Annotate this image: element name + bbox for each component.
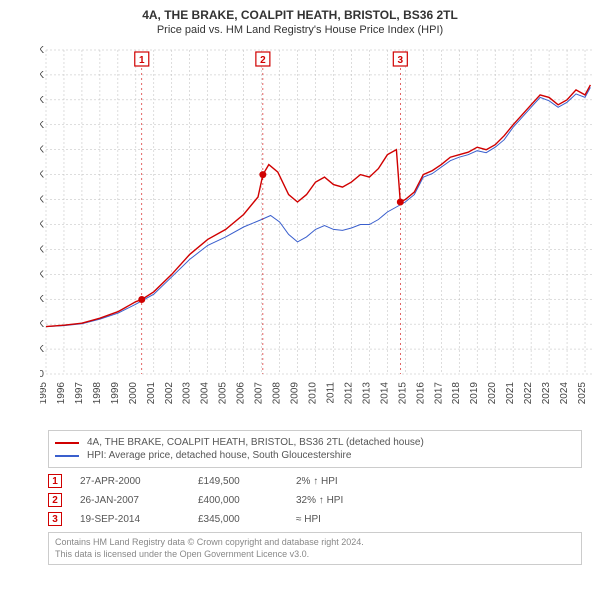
transaction-hpi: ≈ HPI <box>296 514 396 525</box>
svg-text:1997: 1997 <box>74 382 85 405</box>
transaction-row: 2 26-JAN-2007 £400,000 32% ↑ HPI <box>48 493 582 507</box>
svg-text:£400K: £400K <box>40 170 44 181</box>
svg-text:£250K: £250K <box>40 244 44 255</box>
svg-text:2006: 2006 <box>236 382 247 405</box>
transaction-date: 27-APR-2000 <box>80 476 180 487</box>
svg-text:£450K: £450K <box>40 145 44 156</box>
transactions-list: 1 27-APR-2000 £149,500 2% ↑ HPI 2 26-JAN… <box>48 474 582 526</box>
chart-subtitle: Price paid vs. HM Land Registry's House … <box>8 24 592 36</box>
chart-container: 4A, THE BRAKE, COALPIT HEATH, BRISTOL, B… <box>0 0 600 590</box>
transaction-marker-icon: 2 <box>48 493 62 507</box>
svg-text:£650K: £650K <box>40 45 44 56</box>
svg-text:2010: 2010 <box>308 382 319 405</box>
svg-text:2019: 2019 <box>469 382 480 405</box>
transaction-marker-icon: 1 <box>48 474 62 488</box>
transaction-price: £400,000 <box>198 495 278 506</box>
svg-text:2011: 2011 <box>325 382 336 404</box>
svg-text:2009: 2009 <box>290 382 301 405</box>
transaction-price: £345,000 <box>198 514 278 525</box>
svg-text:2025: 2025 <box>577 382 588 405</box>
svg-text:1998: 1998 <box>92 382 103 405</box>
svg-text:2007: 2007 <box>254 382 265 405</box>
legend-swatch-red <box>55 442 79 444</box>
svg-text:2013: 2013 <box>361 382 372 405</box>
svg-text:2016: 2016 <box>415 382 426 405</box>
svg-text:2022: 2022 <box>523 382 534 405</box>
svg-text:2003: 2003 <box>182 382 193 405</box>
transaction-date: 26-JAN-2007 <box>80 495 180 506</box>
svg-text:2023: 2023 <box>541 382 552 405</box>
transaction-hpi: 2% ↑ HPI <box>296 476 396 487</box>
transaction-date: 19-SEP-2014 <box>80 514 180 525</box>
legend-box: 4A, THE BRAKE, COALPIT HEATH, BRISTOL, B… <box>48 430 582 468</box>
legend-label-red: 4A, THE BRAKE, COALPIT HEATH, BRISTOL, B… <box>87 437 424 448</box>
attribution-box: Contains HM Land Registry data © Crown c… <box>48 532 582 565</box>
svg-text:2004: 2004 <box>200 382 211 405</box>
svg-text:£300K: £300K <box>40 219 44 230</box>
transaction-marker-icon: 3 <box>48 512 62 526</box>
legend-row-blue: HPI: Average price, detached house, Sout… <box>55 450 575 461</box>
svg-text:2: 2 <box>260 55 266 66</box>
svg-text:1999: 1999 <box>110 382 121 405</box>
svg-text:£50K: £50K <box>40 344 44 355</box>
svg-text:£100K: £100K <box>40 319 44 330</box>
svg-text:£350K: £350K <box>40 195 44 206</box>
svg-text:2021: 2021 <box>505 382 516 405</box>
svg-text:2001: 2001 <box>146 382 157 405</box>
svg-text:1995: 1995 <box>40 382 49 405</box>
svg-text:2012: 2012 <box>343 382 354 405</box>
attribution-line: This data is licensed under the Open Gov… <box>55 549 575 561</box>
svg-text:2015: 2015 <box>397 382 408 405</box>
transaction-hpi: 32% ↑ HPI <box>296 495 396 506</box>
svg-text:2024: 2024 <box>559 382 570 405</box>
svg-text:£550K: £550K <box>40 95 44 106</box>
chart-plot-area: £0 £50K £100K £150K £200K £250K £300K £350K £400… <box>40 44 600 424</box>
legend-row-red: 4A, THE BRAKE, COALPIT HEATH, BRISTOL, B… <box>55 437 575 448</box>
svg-text:2008: 2008 <box>272 382 283 405</box>
attribution-line: Contains HM Land Registry data © Crown c… <box>55 537 575 549</box>
chart-svg: £0 £50K £100K £150K £200K £250K £300K £350K £400… <box>40 44 600 424</box>
chart-title: 4A, THE BRAKE, COALPIT HEATH, BRISTOL, B… <box>8 8 592 22</box>
svg-text:£150K: £150K <box>40 294 44 305</box>
svg-text:2018: 2018 <box>451 382 462 405</box>
svg-text:1996: 1996 <box>56 382 67 405</box>
svg-text:2000: 2000 <box>128 382 139 405</box>
svg-text:£0: £0 <box>40 369 44 380</box>
transaction-price: £149,500 <box>198 476 278 487</box>
transaction-row: 3 19-SEP-2014 £345,000 ≈ HPI <box>48 512 582 526</box>
svg-text:2020: 2020 <box>487 382 498 405</box>
svg-text:1: 1 <box>139 55 145 66</box>
transaction-row: 1 27-APR-2000 £149,500 2% ↑ HPI <box>48 474 582 488</box>
svg-text:3: 3 <box>398 55 404 66</box>
svg-text:2014: 2014 <box>379 382 390 405</box>
svg-text:£200K: £200K <box>40 269 44 280</box>
legend-swatch-blue <box>55 455 79 457</box>
svg-text:2017: 2017 <box>433 382 444 405</box>
legend-label-blue: HPI: Average price, detached house, Sout… <box>87 450 351 461</box>
svg-text:£600K: £600K <box>40 70 44 81</box>
svg-text:2002: 2002 <box>164 382 175 405</box>
svg-text:2005: 2005 <box>218 382 229 405</box>
svg-text:£500K: £500K <box>40 120 44 131</box>
